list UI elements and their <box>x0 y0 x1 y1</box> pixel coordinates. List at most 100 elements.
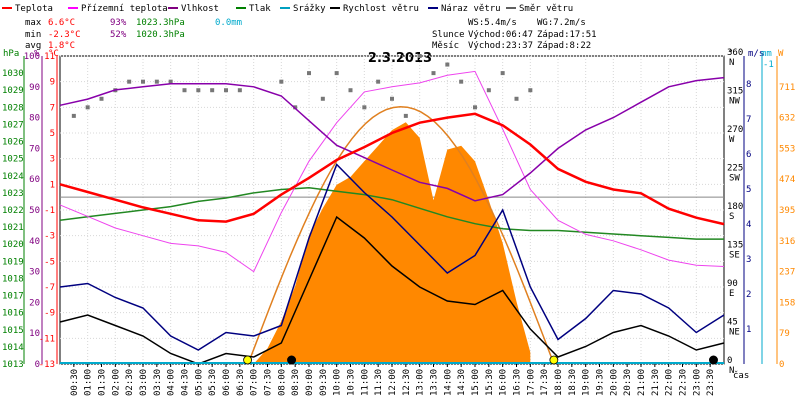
wind-tick-label: 7 <box>746 115 751 125</box>
x-tick-label: 03:00 <box>139 369 149 396</box>
temperature-tick-label: 5 <box>50 129 55 139</box>
legend-label: Rychlost větru <box>343 4 419 14</box>
pressure-tick-label: 1015 <box>2 326 24 336</box>
temperature-tick-label: -5 <box>44 257 55 267</box>
wind-direction-point <box>362 105 367 110</box>
pressure-tick-label: 1027 <box>2 120 24 130</box>
wind-direction-point <box>196 88 201 93</box>
right-axes: ° m/smm W0N45NE90E135SE180S225SW270W315NW3… <box>727 48 795 376</box>
wind-direction-point <box>390 96 394 101</box>
x-tick-label: 19:00 <box>582 369 592 396</box>
x-tick-label: 13:00 <box>416 369 426 396</box>
humidity-tick-label: 100 <box>24 52 40 62</box>
stats-max-temp: 6.6°C <box>48 18 75 28</box>
direction-tick-compass: N <box>729 366 734 376</box>
wind-direction-point <box>182 88 187 93</box>
x-tick-label: 01:30 <box>98 369 108 396</box>
wind-direction-point <box>403 113 408 118</box>
temperature-tick-label: -13 <box>39 360 55 370</box>
x-tick-label: 10:00 <box>333 369 343 396</box>
temperature-tick-label: 3 <box>50 155 55 165</box>
humidity-tick-label: 20 <box>29 298 40 308</box>
temperature-tick-label: 1 <box>50 180 55 190</box>
x-tick-label: 23:30 <box>706 369 716 396</box>
stats-min-press: 1020.3hPa <box>136 30 185 40</box>
humidity-tick-label: 90 <box>29 83 40 93</box>
stats-avg-label: avg <box>25 41 41 51</box>
pressure-tick-label: 1024 <box>2 172 24 182</box>
pressure-tick-label: 1028 <box>2 103 24 113</box>
x-tick-label: 18:30 <box>568 369 578 396</box>
wind-direction-point <box>486 88 491 93</box>
pressure-axis-unit: hPa <box>3 49 19 59</box>
pressure-tick-label: 1019 <box>2 257 24 267</box>
x-tick-label: 15:00 <box>471 369 481 396</box>
x-tick-label: 13:30 <box>430 369 440 396</box>
wind-direction-point <box>168 79 173 84</box>
wind-direction-point <box>417 54 422 58</box>
solar-radiation-area <box>253 122 531 364</box>
x-tick-label: 08:00 <box>277 369 287 396</box>
x-tick-label: 04:00 <box>167 369 177 396</box>
solar-tick-label: 0 <box>779 360 784 370</box>
wind-direction-point <box>445 62 450 67</box>
wind-direction-point <box>141 79 145 84</box>
x-axis: 00:30 01:00 01:30 02:00 02:30 03:00 03:30 04:00… <box>70 364 716 396</box>
wind-direction-point <box>500 71 505 76</box>
moon-label: Měsíc <box>432 41 459 51</box>
wind-direction-point <box>334 71 339 76</box>
solar-tick-label: 474 <box>779 175 795 185</box>
pressure-tick-label: 1018 <box>2 274 24 284</box>
temperature-tick-label: -9 <box>44 309 55 319</box>
wind-direction-point <box>71 113 76 118</box>
x-tick-label: 12:00 <box>388 369 398 396</box>
direction-tick-degree: 225 <box>727 164 743 174</box>
x-tick-label: 02:30 <box>125 369 135 396</box>
wind-direction-point <box>85 105 90 110</box>
humidity-line <box>59 76 725 202</box>
x-tick-label: 17:30 <box>540 369 550 396</box>
pressure-tick-label: 1025 <box>2 155 24 165</box>
legend-label: Náraz větru <box>441 4 501 14</box>
stats-max-label: max <box>25 18 42 28</box>
stats-min-temp: -2.3°C <box>48 30 81 40</box>
wind-direction-point <box>210 88 215 93</box>
direction-tick-degree: 0 <box>727 356 732 366</box>
pressure-tick-label: 1017 <box>2 292 24 302</box>
x-tick-label: 16:00 <box>499 369 509 396</box>
wind-direction-point <box>528 88 533 93</box>
direction-tick-compass: E <box>729 289 734 299</box>
direction-axis-unit: ° <box>728 49 733 59</box>
x-tick-label: 21:00 <box>637 369 647 396</box>
stats-avg-temp: 1.8°C <box>48 41 75 51</box>
x-tick-label: 22:30 <box>679 369 689 396</box>
x-tick-label: 23:00 <box>692 369 702 396</box>
x-axis-label: čas <box>733 370 749 381</box>
x-tick-label: 07:00 <box>250 369 260 396</box>
x-tick-label: 06:30 <box>236 369 246 396</box>
x-tick-label: 09:30 <box>319 369 329 396</box>
solar-tick-label: 632 <box>779 114 795 124</box>
wind-speed-info: WS:5.4m/s <box>468 18 517 28</box>
direction-tick-degree: 270 <box>727 125 743 135</box>
x-tick-label: 00:30 <box>70 369 80 396</box>
rain-axis-unit: mm <box>761 49 772 59</box>
rain-tick-label: -1 <box>763 60 774 70</box>
astro-info: WS:5.4m/s WG:7.2m/s Slunce Východ:06:47 … <box>432 18 597 51</box>
temperature-tick-label: 11 <box>44 52 55 62</box>
humidity-tick-label: 30 <box>29 268 40 278</box>
wind-gust-line <box>59 163 725 351</box>
x-tick-label: 21:30 <box>651 369 661 396</box>
stats-rain: 0.0mm <box>215 18 242 28</box>
legend-label: Tlak <box>249 4 271 14</box>
pressure-tick-label: 1023 <box>2 189 24 199</box>
wind-tick-label: 3 <box>746 255 751 265</box>
x-tick-label: 20:30 <box>623 369 633 396</box>
wind-direction-point <box>293 105 298 110</box>
x-tick-label: 11:30 <box>374 369 384 396</box>
humidity-tick-label: 10 <box>29 329 40 339</box>
temperature-tick-label: -3 <box>44 232 55 242</box>
sun-label: Slunce <box>432 30 465 40</box>
temperature-axis-unit: °C <box>48 49 59 59</box>
